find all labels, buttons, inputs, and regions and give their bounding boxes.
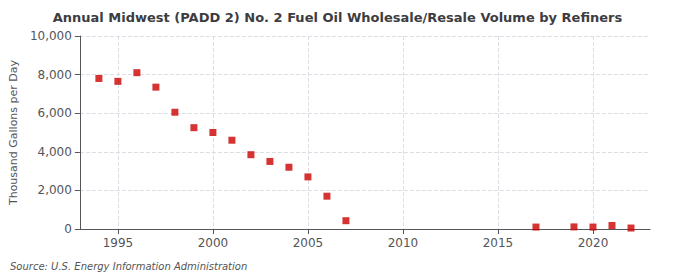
svg-text:6,000: 6,000: [38, 106, 72, 120]
svg-text:Thousand Gallons per Day: Thousand Gallons per Day: [7, 59, 20, 206]
svg-text:2015: 2015: [483, 236, 514, 250]
svg-text:0: 0: [64, 222, 72, 236]
svg-text:2010: 2010: [388, 236, 419, 250]
svg-text:10,000: 10,000: [30, 29, 72, 43]
svg-text:4,000: 4,000: [38, 145, 72, 159]
svg-text:2000: 2000: [198, 236, 229, 250]
svg-text:8,000: 8,000: [38, 68, 72, 82]
svg-text:Annual Midwest (PADD 2) No. 2: Annual Midwest (PADD 2) No. 2 Fuel Oil W…: [53, 10, 623, 25]
svg-text:1995: 1995: [103, 236, 134, 250]
svg-text:2020: 2020: [578, 236, 609, 250]
svg-text:Source: U.S. Energy Informatio: Source: U.S. Energy Information Administ…: [10, 261, 247, 272]
svg-text:2005: 2005: [293, 236, 324, 250]
svg-text:2,000: 2,000: [38, 183, 72, 197]
